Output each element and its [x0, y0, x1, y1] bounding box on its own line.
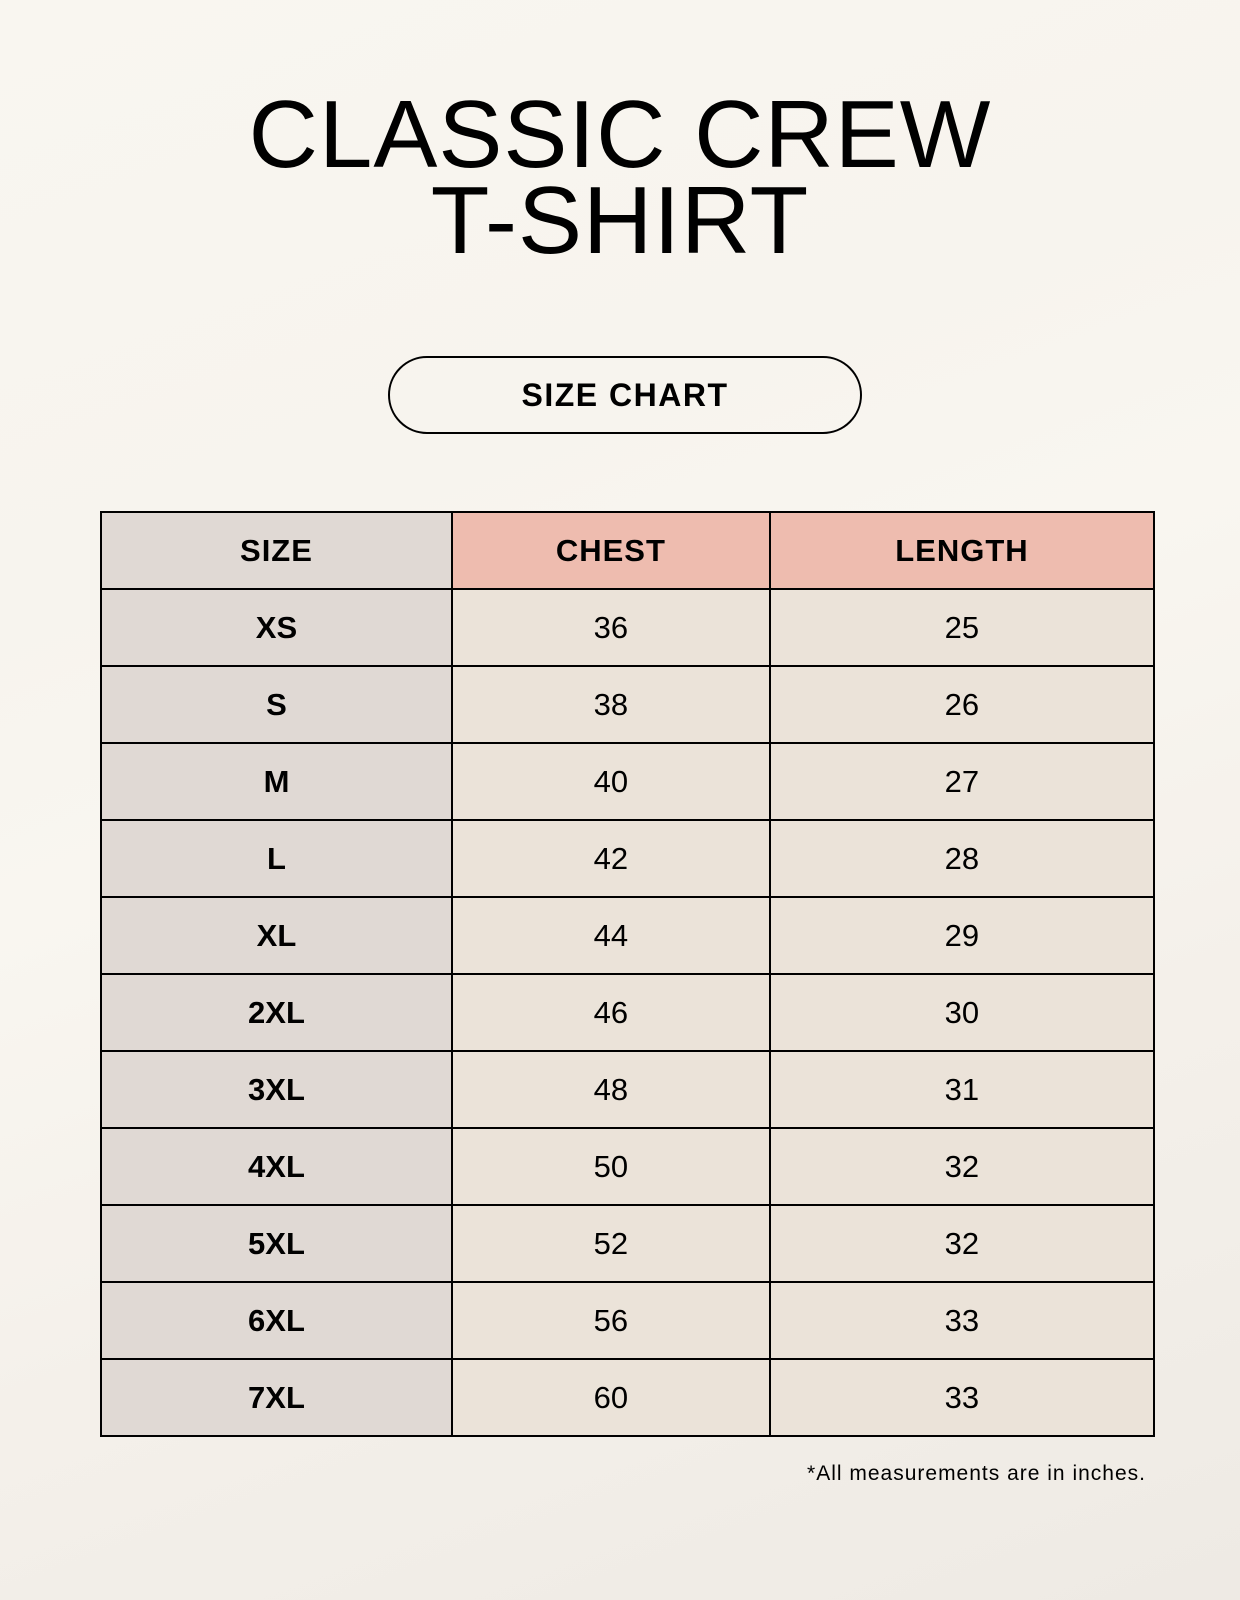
cell-chest: 56 [450, 1281, 771, 1360]
cell-size: XS [100, 588, 453, 667]
cell-length: 33 [768, 1358, 1156, 1437]
table-row: 5XL 52 32 [100, 1204, 1156, 1283]
cell-size: 7XL [100, 1358, 453, 1437]
footnote: *All measurements are in inches. [807, 1462, 1146, 1485]
table-row: 3XL 48 31 [100, 1050, 1156, 1129]
table-row: S 38 26 [100, 665, 1156, 744]
title-line-2: T-SHIRT [430, 167, 810, 274]
size-table: SIZE CHEST LENGTH XS 36 25 S 38 26 M 40 27 L 42 28 X… [100, 511, 1156, 1437]
cell-length: 29 [768, 896, 1156, 975]
cell-size: 5XL [100, 1204, 453, 1283]
cell-size: XL [100, 896, 453, 975]
cell-chest: 38 [450, 665, 771, 744]
cell-length: 32 [768, 1204, 1156, 1283]
cell-size: 2XL [100, 973, 453, 1052]
cell-size: 6XL [100, 1281, 453, 1360]
cell-size: L [100, 819, 453, 898]
cell-chest: 42 [450, 819, 771, 898]
cell-size: 4XL [100, 1127, 453, 1206]
cell-length: 32 [768, 1127, 1156, 1206]
cell-length: 27 [768, 742, 1156, 821]
cell-length: 31 [768, 1050, 1156, 1129]
title-line-1: CLASSIC CREW [248, 81, 992, 188]
cell-chest: 50 [450, 1127, 771, 1206]
table-row: M 40 27 [100, 742, 1156, 821]
table-header-row: SIZE CHEST LENGTH [100, 511, 1156, 590]
page-title: CLASSIC CREW T-SHIRT [0, 81, 1240, 274]
cell-length: 25 [768, 588, 1156, 667]
table-row: 6XL 56 33 [100, 1281, 1156, 1360]
cell-chest: 44 [450, 896, 771, 975]
table-row: 7XL 60 33 [100, 1358, 1156, 1437]
cell-chest: 52 [450, 1204, 771, 1283]
cell-chest: 48 [450, 1050, 771, 1129]
table-row: 2XL 46 30 [100, 973, 1156, 1052]
cell-length: 30 [768, 973, 1156, 1052]
cell-size: S [100, 665, 453, 744]
cell-length: 28 [768, 819, 1156, 898]
cell-size: 3XL [100, 1050, 453, 1129]
cell-size: M [100, 742, 453, 821]
table-row: XL 44 29 [100, 896, 1156, 975]
table-row: L 42 28 [100, 819, 1156, 898]
cell-chest: 60 [450, 1358, 771, 1437]
cell-chest: 46 [450, 973, 771, 1052]
table-row: 4XL 50 32 [100, 1127, 1156, 1206]
table-row: XS 36 25 [100, 588, 1156, 667]
size-chart-label: SIZE CHART [388, 356, 862, 434]
header-chest: CHEST [450, 511, 771, 590]
cell-chest: 36 [450, 588, 771, 667]
cell-length: 26 [768, 665, 1156, 744]
header-length: LENGTH [768, 511, 1156, 590]
cell-chest: 40 [450, 742, 771, 821]
cell-length: 33 [768, 1281, 1156, 1360]
header-size: SIZE [100, 511, 453, 590]
